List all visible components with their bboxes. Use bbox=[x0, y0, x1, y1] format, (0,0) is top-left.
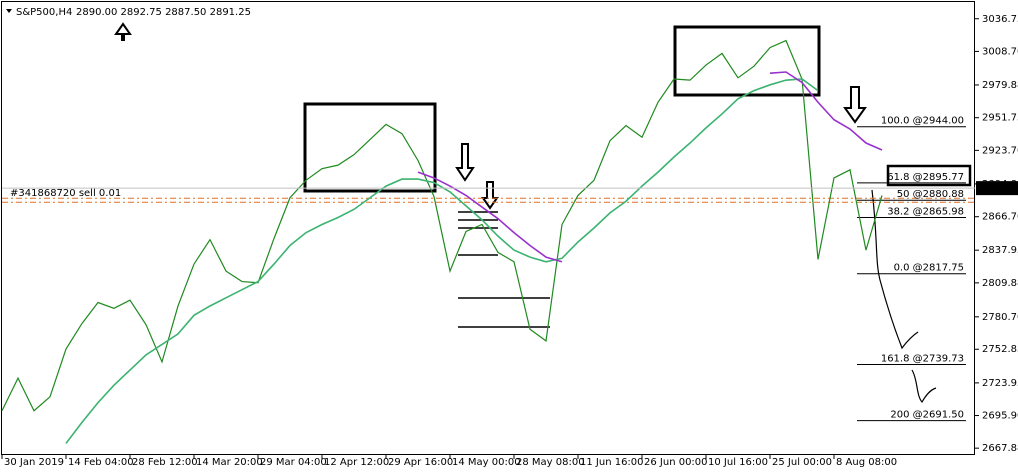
y-tick-label: 2866.70 bbox=[982, 212, 1018, 223]
y-tick-label: 2780.70 bbox=[982, 312, 1018, 323]
x-tick-label: 8 Aug 08:00 bbox=[836, 457, 897, 468]
price-box bbox=[976, 181, 1018, 196]
x-tick-label: 14 Feb 04:00 bbox=[68, 457, 134, 468]
fib-label: 50 @2880.88 bbox=[897, 189, 964, 200]
menu-arrow[interactable] bbox=[6, 9, 12, 13]
y-tick-label: 2667.88 bbox=[982, 443, 1018, 454]
x-tick-label: 30 Jan 2019 bbox=[4, 457, 64, 468]
plot-frame bbox=[1, 1, 975, 455]
symbol: S&P500,H4 bbox=[16, 7, 72, 18]
x-tick-label: 12 Apr 12:00 bbox=[324, 457, 389, 468]
x-tick-label: 26 Jun 00:00 bbox=[644, 457, 708, 468]
x-tick-label: 25 Jul 00:00 bbox=[772, 457, 832, 468]
x-tick-label: 28 Feb 12:00 bbox=[132, 457, 198, 468]
series-line bbox=[1, 39, 883, 412]
price-label: 2891.25 bbox=[980, 183, 1018, 194]
x-tick-label: 11 Jun 16:00 bbox=[580, 457, 644, 468]
x-tick-label: 29 Mar 04:00 bbox=[260, 457, 327, 468]
quote: 2890.00 2892.75 2887.50 2891.25 bbox=[76, 7, 251, 18]
series-line bbox=[65, 78, 819, 444]
y-tick-label: 2951.75 bbox=[982, 113, 1018, 124]
y-tick-label: 2809.88 bbox=[982, 278, 1018, 289]
level-lines bbox=[458, 211, 550, 328]
y-tick-label: 2979.88 bbox=[982, 80, 1018, 91]
fib-label: 38.2 @2865.98 bbox=[887, 207, 964, 218]
x-tick-label: 28 May 08:00 bbox=[516, 457, 585, 468]
fib-label: 61.8 @2895.77 bbox=[887, 172, 964, 183]
fib-label: 200 @2691.50 bbox=[890, 410, 964, 421]
fib-highlight bbox=[886, 164, 972, 187]
x-tick-label: 29 Apr 16:00 bbox=[388, 457, 453, 468]
y-tick-label: 3036.75 bbox=[982, 14, 1018, 25]
y-tick-label: 2923.70 bbox=[982, 145, 1018, 156]
y-tick-label: 2752.85 bbox=[982, 344, 1018, 355]
fib-label: 100.0 @2944.00 bbox=[881, 116, 964, 127]
x-tick-label: 10 Jul 16:00 bbox=[708, 457, 768, 468]
y-tick-label: 2723.95 bbox=[982, 378, 1018, 389]
x-tick-label: 14 Mar 20:00 bbox=[196, 457, 263, 468]
series-line bbox=[417, 71, 883, 263]
x-tick-label: 14 May 00:00 bbox=[452, 457, 521, 468]
arrows bbox=[114, 22, 867, 210]
sketch bbox=[871, 189, 937, 404]
fib-label: 161.8 @2739.73 bbox=[881, 354, 964, 365]
y-tick-label: 2695.90 bbox=[982, 411, 1018, 422]
y-tick-label: 2837.95 bbox=[982, 245, 1018, 256]
fib-label: 0.0 @2817.75 bbox=[894, 263, 964, 274]
y-tick-label: 3008.70 bbox=[982, 46, 1018, 57]
order-label: #341868720 sell 0.01 bbox=[10, 188, 121, 199]
